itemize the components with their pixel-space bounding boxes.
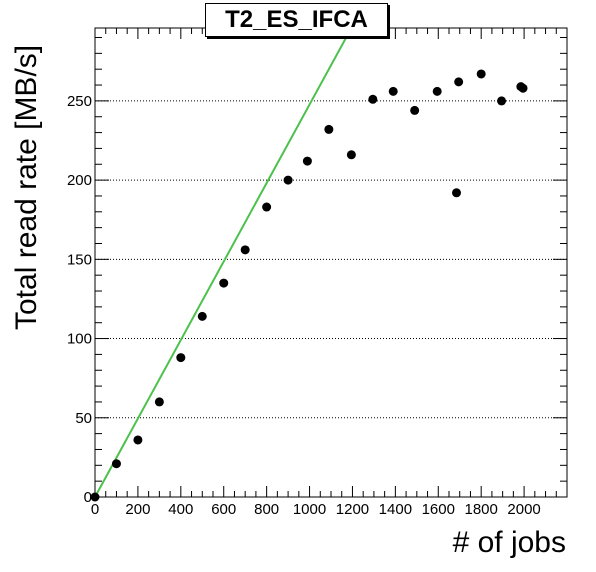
x-tick-label: 0 bbox=[91, 501, 99, 518]
x-tick-label: 800 bbox=[254, 501, 279, 518]
data-point bbox=[454, 77, 464, 87]
data-point bbox=[518, 83, 528, 93]
data-point bbox=[154, 397, 164, 407]
y-axis-label: Total read rate [MB/s] bbox=[10, 44, 43, 330]
x-tick-label: 1200 bbox=[336, 501, 369, 518]
data-point bbox=[324, 124, 334, 134]
data-point bbox=[262, 202, 272, 212]
data-point bbox=[410, 105, 420, 115]
data-point bbox=[219, 278, 229, 288]
data-point bbox=[452, 188, 462, 198]
x-tick-label: 1000 bbox=[293, 501, 326, 518]
data-point bbox=[111, 459, 121, 469]
chart-title: T2_ES_IFCA bbox=[205, 3, 388, 37]
y-tick-label: 0 bbox=[84, 489, 92, 506]
data-point bbox=[176, 353, 186, 363]
data-point bbox=[346, 150, 356, 160]
x-tick-label: 200 bbox=[125, 501, 150, 518]
data-point bbox=[476, 69, 486, 79]
x-tick-label: 1600 bbox=[422, 501, 455, 518]
y-tick-label: 50 bbox=[75, 410, 92, 427]
data-point bbox=[133, 435, 143, 445]
y-tick-label: 250 bbox=[67, 93, 92, 110]
y-tick-label: 150 bbox=[67, 251, 92, 268]
data-point bbox=[432, 86, 442, 96]
data-point bbox=[368, 94, 378, 104]
data-point bbox=[388, 86, 398, 96]
y-tick-label: 100 bbox=[67, 331, 92, 348]
data-point bbox=[497, 96, 507, 106]
x-tick-label: 1400 bbox=[379, 501, 412, 518]
data-point bbox=[283, 175, 293, 185]
data-point bbox=[197, 311, 207, 321]
x-tick-label: 400 bbox=[168, 501, 193, 518]
x-axis-label: # of jobs bbox=[452, 526, 566, 559]
plot-frame bbox=[94, 27, 568, 498]
x-tick-label: 2000 bbox=[507, 501, 540, 518]
data-point bbox=[240, 245, 250, 255]
fit-line bbox=[95, 28, 353, 497]
y-tick-label: 200 bbox=[67, 172, 92, 189]
x-tick-label: 600 bbox=[211, 501, 236, 518]
x-tick-label: 1800 bbox=[464, 501, 497, 518]
data-point bbox=[302, 156, 312, 166]
